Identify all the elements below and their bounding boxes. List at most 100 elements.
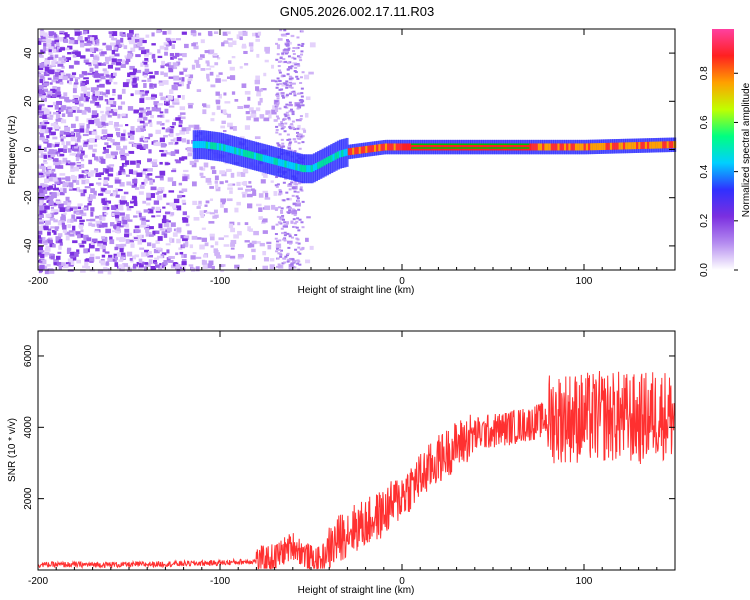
spectrogram-cell bbox=[139, 91, 145, 95]
spectrogram-cell bbox=[76, 145, 82, 150]
spectrogram-cell bbox=[309, 245, 314, 250]
spectrogram-cell bbox=[50, 54, 55, 59]
spectrogram-cell bbox=[133, 109, 139, 114]
spectrogram-cell bbox=[114, 208, 118, 212]
spectrogram-cell bbox=[286, 114, 290, 117]
spectrogram-cell bbox=[113, 81, 118, 85]
spectrogram-cell bbox=[295, 118, 302, 122]
spectrogram-cell bbox=[39, 205, 44, 211]
spectrogram-cell bbox=[282, 225, 286, 228]
spectrogram-cell bbox=[59, 132, 64, 138]
spectrogram-cell bbox=[66, 219, 71, 223]
spectrogram-cell bbox=[202, 264, 208, 269]
ridge-core bbox=[625, 142, 629, 150]
spectrogram-cell bbox=[248, 107, 254, 113]
spectrogram-cell bbox=[285, 94, 289, 97]
spectrogram-cell bbox=[145, 251, 150, 257]
spectrogram-cell bbox=[68, 233, 75, 237]
spectrogram-cell bbox=[236, 171, 241, 177]
spectrogram-cell bbox=[121, 216, 126, 222]
spectrogram-cell bbox=[81, 170, 87, 174]
spectrogram-cell bbox=[121, 200, 128, 204]
spectrogram-cell bbox=[112, 191, 117, 197]
spectrogram-cell bbox=[154, 104, 158, 109]
ridge-core bbox=[450, 143, 454, 151]
spectrogram-cell bbox=[286, 42, 290, 45]
spectrogram-cell bbox=[157, 190, 164, 194]
spectrogram-cell bbox=[308, 71, 314, 75]
spectrogram-cell bbox=[105, 168, 109, 174]
ridge-core bbox=[430, 143, 434, 151]
spectrogram-cell bbox=[39, 52, 43, 58]
spectrogram-cell bbox=[62, 264, 69, 269]
spectrogram-cell bbox=[52, 111, 59, 115]
ridge-core bbox=[262, 154, 266, 162]
ridge-core bbox=[325, 157, 329, 165]
spectrogram-cell bbox=[276, 44, 281, 50]
spectrogram-cell bbox=[177, 115, 182, 118]
spectrogram-y-label: Frequency (Hz) bbox=[7, 116, 18, 185]
spectrogram-cell bbox=[167, 61, 172, 67]
spectrogram-cell bbox=[44, 60, 51, 65]
spectrogram-cell bbox=[300, 95, 304, 98]
spectrogram-cell bbox=[121, 33, 127, 37]
spectrogram-cell bbox=[88, 144, 93, 150]
spectrogram-cell bbox=[298, 137, 302, 140]
spectrogram-cell bbox=[300, 221, 304, 224]
spectrogram-cell bbox=[45, 245, 50, 249]
spectrogram-cell bbox=[285, 39, 289, 42]
spectrogram-cell bbox=[213, 31, 219, 35]
spectrogram-cell bbox=[101, 198, 106, 203]
spectrogram-cell bbox=[157, 188, 162, 191]
ridge-core bbox=[426, 143, 430, 151]
spectrogram-cell bbox=[177, 84, 182, 87]
spectrogram-cell bbox=[288, 124, 294, 129]
spectrogram-cell bbox=[162, 218, 167, 223]
spectrogram-cell bbox=[46, 127, 52, 133]
spectrogram-cell bbox=[185, 241, 189, 246]
spectrogram-cell bbox=[38, 230, 43, 235]
ridge-core bbox=[408, 143, 412, 151]
spectrogram-cell bbox=[43, 154, 48, 159]
spectrogram-cell bbox=[149, 122, 153, 128]
spectrogram-cell bbox=[165, 219, 169, 223]
spectrogram-cell bbox=[148, 133, 153, 138]
spectrogram-cell bbox=[68, 40, 75, 44]
ridge-core bbox=[284, 160, 288, 168]
spectrogram-cell bbox=[108, 120, 113, 126]
spectrogram-cell bbox=[253, 117, 259, 122]
spectrogram-cell bbox=[143, 138, 148, 142]
spectrogram-cell bbox=[39, 192, 45, 198]
spectrogram-cell bbox=[172, 38, 176, 41]
spectrogram-cell bbox=[52, 187, 59, 191]
spectrogram-cell bbox=[286, 73, 290, 76]
spectrogram-cell bbox=[286, 44, 290, 47]
spectrogram-cell bbox=[101, 129, 108, 135]
spectrogram-cell bbox=[173, 82, 180, 85]
spectrogram-cell bbox=[55, 236, 59, 241]
spectrogram-cell bbox=[282, 58, 286, 61]
spectrogram-cell bbox=[64, 96, 70, 102]
spectrogram-cell bbox=[135, 54, 141, 58]
spectrogram-cell bbox=[296, 131, 300, 134]
spectrogram-cell bbox=[67, 52, 72, 55]
spectrogram-cell bbox=[241, 181, 247, 186]
spectrogram-cell bbox=[188, 74, 194, 79]
spectrogram-cell bbox=[244, 240, 250, 243]
spectrogram-cell bbox=[54, 227, 59, 232]
spectrogram-cell bbox=[93, 48, 99, 52]
spectrogram-cell bbox=[182, 218, 189, 223]
spectrogram-cell bbox=[293, 222, 297, 225]
spectrogram-cell bbox=[286, 240, 293, 244]
spectrogram-cell bbox=[120, 149, 126, 154]
spectrogram-cell bbox=[58, 70, 64, 73]
spectrogram-cell bbox=[276, 77, 280, 80]
spectrogram-cell bbox=[284, 82, 288, 85]
spectrogram-cell bbox=[296, 63, 300, 66]
spectrogram-cell bbox=[65, 160, 71, 163]
spectrogram-cell bbox=[295, 220, 299, 223]
spectrogram-cell bbox=[287, 118, 291, 121]
spectrogram-cell bbox=[54, 143, 60, 147]
